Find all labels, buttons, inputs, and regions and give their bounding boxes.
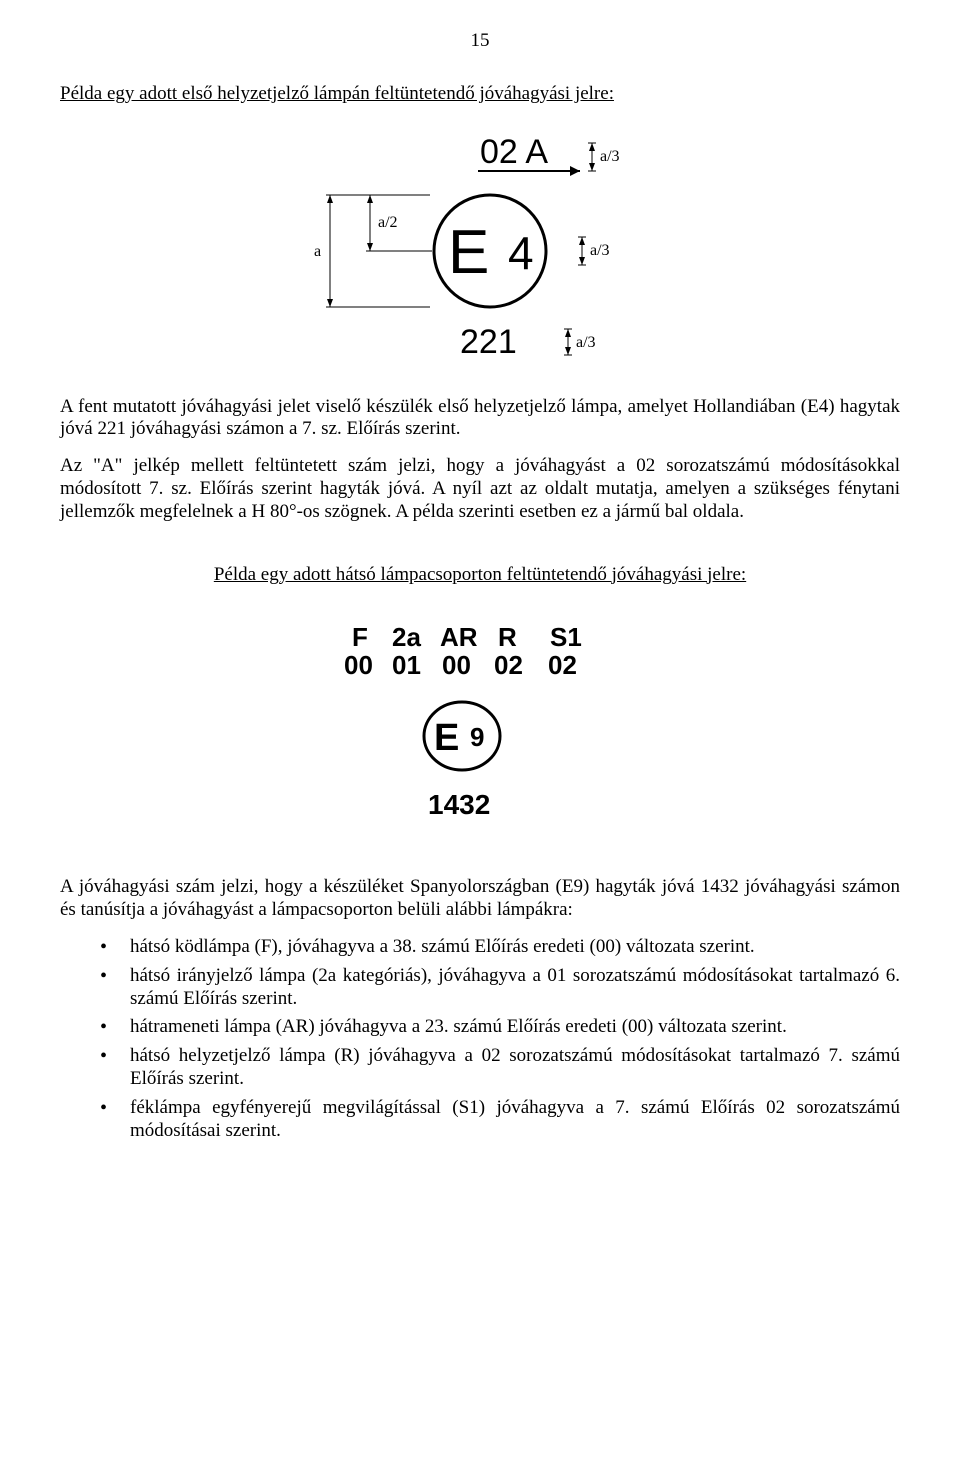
d1-top-label: 02 A bbox=[480, 133, 548, 171]
d1-top-dim: a/3 bbox=[600, 148, 620, 165]
d2-r2-3: 02 bbox=[494, 650, 523, 680]
list-item: hátrameneti lámpa (AR) jóváhagyva a 23. … bbox=[100, 1016, 900, 1039]
d2-bottom: 1432 bbox=[428, 789, 490, 820]
page-number: 15 bbox=[60, 30, 900, 53]
d1-dim-a2: a/2 bbox=[378, 214, 398, 231]
d2-r1-1: 2a bbox=[392, 622, 421, 652]
bullet-list: hátsó ködlámpa (F), jóváhagyva a 38. szá… bbox=[60, 936, 900, 1142]
intro-underlined: Példa egy adott első helyzetjelző lámpán… bbox=[60, 83, 614, 104]
d2-r1-3: R bbox=[498, 622, 517, 652]
diagram-2: F 2a AR R S1 00 01 00 02 02 E 9 1432 bbox=[60, 616, 900, 836]
d2-r2-4: 02 bbox=[548, 650, 577, 680]
d1-bottom-label: 221 bbox=[460, 323, 517, 361]
diagram-1: 02 A a/3 E 4 a a/2 a/3 221 bbox=[60, 131, 900, 371]
d1-circle-E: E bbox=[448, 218, 489, 287]
intro-line: Példa egy adott első helyzetjelző lámpán… bbox=[60, 83, 900, 106]
d2-r2-1: 01 bbox=[392, 650, 421, 680]
d1-dim-a: a bbox=[314, 243, 321, 260]
paragraph-1: A fent mutatott jóváhagyási jelet viselő… bbox=[60, 396, 900, 442]
subtitle-underline: Példa egy adott hátsó lámpacsoporton fel… bbox=[214, 564, 746, 585]
d2-9: 9 bbox=[470, 722, 484, 752]
paragraph-2: Az "A" jelkép mellett feltüntetett szám … bbox=[60, 455, 900, 523]
d2-r1-4: S1 bbox=[550, 622, 582, 652]
d1-circle-4: 4 bbox=[508, 227, 534, 279]
list-item: hátsó helyzetjelző lámpa (R) jóváhagyva … bbox=[100, 1045, 900, 1091]
d2-E: E bbox=[434, 717, 459, 759]
approval-mark-diagram: 02 A a/3 E 4 a a/2 a/3 221 bbox=[290, 131, 670, 371]
list-item: hátsó irányjelző lámpa (2a kategóriás), … bbox=[100, 965, 900, 1011]
subtitle: Példa egy adott hátsó lámpacsoporton fel… bbox=[60, 564, 900, 587]
paragraph-3: A jóváhagyási szám jelzi, hogy a készülé… bbox=[60, 876, 900, 922]
d2-r1-2: AR bbox=[440, 622, 478, 652]
list-item: hátsó ködlámpa (F), jóváhagyva a 38. szá… bbox=[100, 936, 900, 959]
d2-r2-0: 00 bbox=[344, 650, 373, 680]
d1-bot-dim: a/3 bbox=[576, 334, 596, 351]
d2-r2-2: 00 bbox=[442, 650, 471, 680]
d1-mid-dim: a/3 bbox=[590, 242, 610, 259]
list-item: féklámpa egyfényerejű megvilágítással (S… bbox=[100, 1097, 900, 1143]
d2-r1-0: F bbox=[352, 622, 368, 652]
rear-lamp-diagram: F 2a AR R S1 00 01 00 02 02 E 9 1432 bbox=[330, 616, 630, 836]
